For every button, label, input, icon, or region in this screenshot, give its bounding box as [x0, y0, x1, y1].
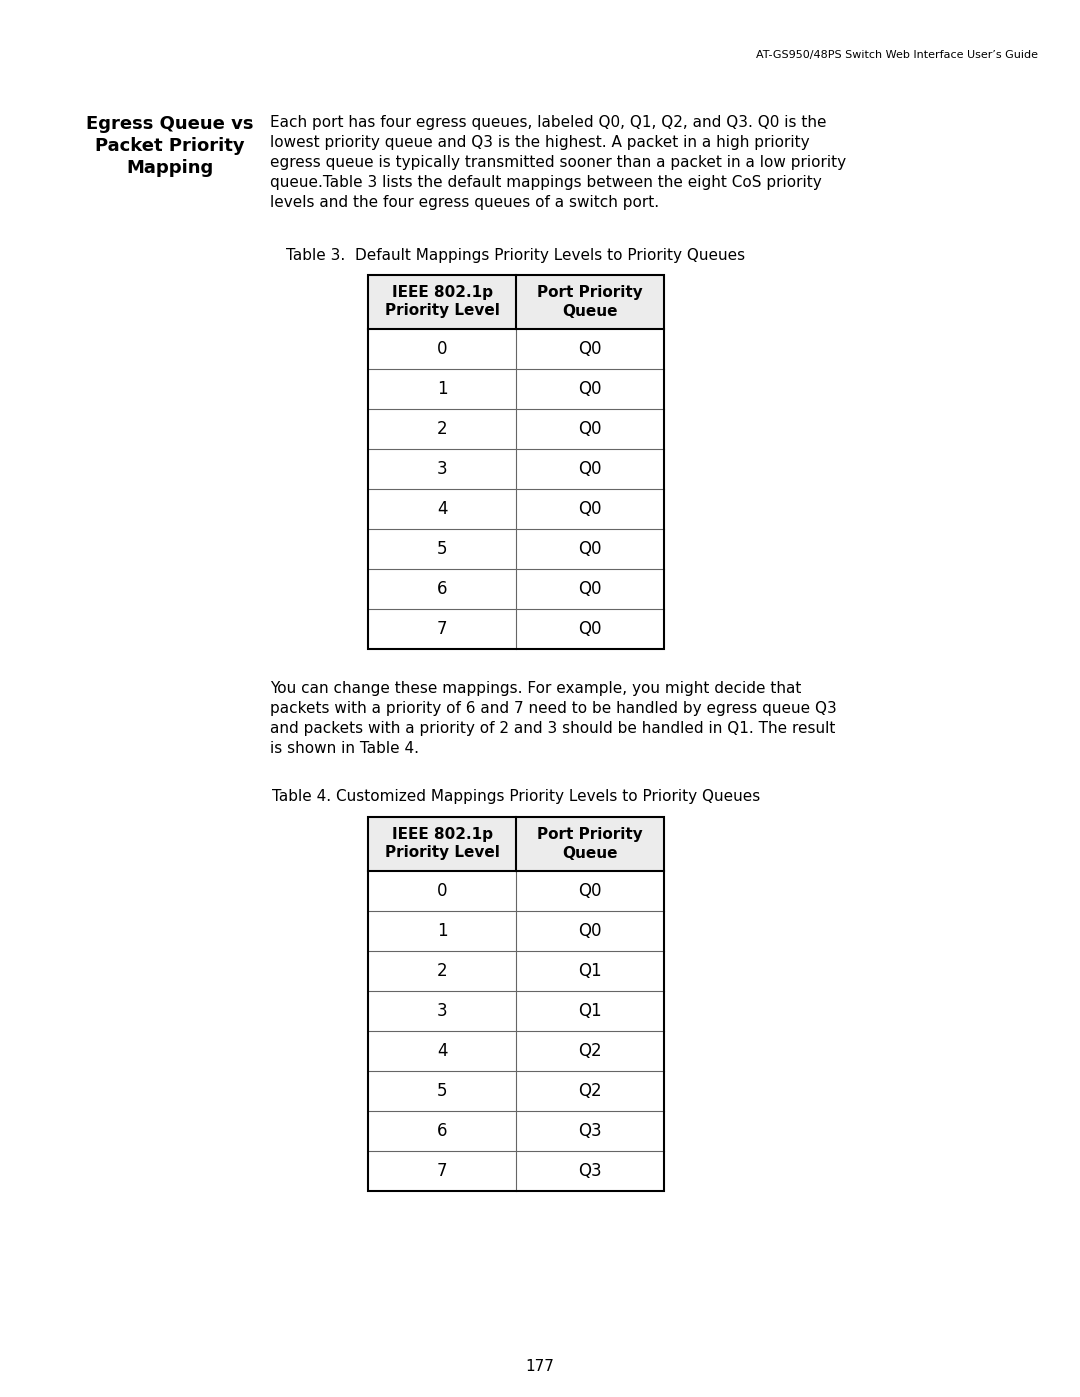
Text: Q0: Q0 [578, 882, 602, 900]
Text: 5: 5 [436, 1083, 447, 1099]
Text: Q0: Q0 [578, 380, 602, 398]
Text: 4: 4 [436, 1042, 447, 1060]
Text: 2: 2 [436, 963, 447, 981]
Bar [368, 275, 664, 650]
Text: 6: 6 [436, 580, 447, 598]
Text: 0: 0 [436, 882, 447, 900]
Text: 1: 1 [436, 922, 447, 940]
Text: Each port has four egress queues, labeled Q0, Q1, Q2, and Q3. Q0 is the: Each port has four egress queues, labele… [270, 115, 826, 130]
Text: Q2: Q2 [578, 1083, 602, 1099]
Bar [368, 817, 664, 870]
Text: Mapping: Mapping [126, 159, 214, 177]
Text: 1: 1 [436, 380, 447, 398]
Text: and packets with a priority of 2 and 3 should be handled in Q1. The result: and packets with a priority of 2 and 3 s… [270, 721, 835, 736]
Text: Q0: Q0 [578, 580, 602, 598]
Text: Q0: Q0 [578, 500, 602, 518]
Text: Priority Level: Priority Level [384, 303, 499, 319]
Text: IEEE 802.1p: IEEE 802.1p [391, 827, 492, 842]
Text: Port Priority: Port Priority [537, 827, 643, 842]
Text: Q0: Q0 [578, 460, 602, 478]
Text: 5: 5 [436, 541, 447, 557]
Text: 3: 3 [436, 1002, 447, 1020]
Text: Q0: Q0 [578, 339, 602, 358]
Text: Q3: Q3 [578, 1162, 602, 1180]
Text: Egress Queue vs: Egress Queue vs [86, 115, 254, 133]
Text: Q0: Q0 [578, 922, 602, 940]
Text: Q1: Q1 [578, 1002, 602, 1020]
Text: Packet Priority: Packet Priority [95, 137, 245, 155]
Text: Q0: Q0 [578, 541, 602, 557]
Text: 2: 2 [436, 420, 447, 439]
Bar [368, 817, 664, 1192]
Text: You can change these mappings. For example, you might decide that: You can change these mappings. For examp… [270, 680, 801, 696]
Text: Priority Level: Priority Level [384, 845, 499, 861]
Text: packets with a priority of 6 and 7 need to be handled by egress queue Q3: packets with a priority of 6 and 7 need … [270, 701, 837, 717]
Text: 6: 6 [436, 1122, 447, 1140]
Text: 0: 0 [436, 339, 447, 358]
Text: 7: 7 [436, 620, 447, 638]
Text: 3: 3 [436, 460, 447, 478]
Text: Q0: Q0 [578, 620, 602, 638]
Text: Q1: Q1 [578, 963, 602, 981]
Bar [368, 275, 664, 330]
Text: 7: 7 [436, 1162, 447, 1180]
Text: 177: 177 [526, 1359, 554, 1375]
Text: lowest priority queue and Q3 is the highest. A packet in a high priority: lowest priority queue and Q3 is the high… [270, 136, 810, 149]
Text: Queue: Queue [563, 303, 618, 319]
Text: is shown in Table 4.: is shown in Table 4. [270, 740, 419, 756]
Text: Port Priority: Port Priority [537, 285, 643, 300]
Text: Table 4. Customized Mappings Priority Levels to Priority Queues: Table 4. Customized Mappings Priority Le… [272, 789, 760, 805]
Text: Queue: Queue [563, 845, 618, 861]
Text: egress queue is typically transmitted sooner than a packet in a low priority: egress queue is typically transmitted so… [270, 155, 846, 170]
Text: Q0: Q0 [578, 420, 602, 439]
Text: IEEE 802.1p: IEEE 802.1p [391, 285, 492, 300]
Text: queue.Table 3 lists the default mappings between the eight CoS priority: queue.Table 3 lists the default mappings… [270, 175, 822, 190]
Text: Table 3.  Default Mappings Priority Levels to Priority Queues: Table 3. Default Mappings Priority Level… [286, 249, 745, 263]
Text: levels and the four egress queues of a switch port.: levels and the four egress queues of a s… [270, 196, 659, 210]
Text: Q2: Q2 [578, 1042, 602, 1060]
Text: 4: 4 [436, 500, 447, 518]
Text: AT-GS950/48PS Switch Web Interface User’s Guide: AT-GS950/48PS Switch Web Interface User’… [756, 50, 1038, 60]
Text: Q3: Q3 [578, 1122, 602, 1140]
